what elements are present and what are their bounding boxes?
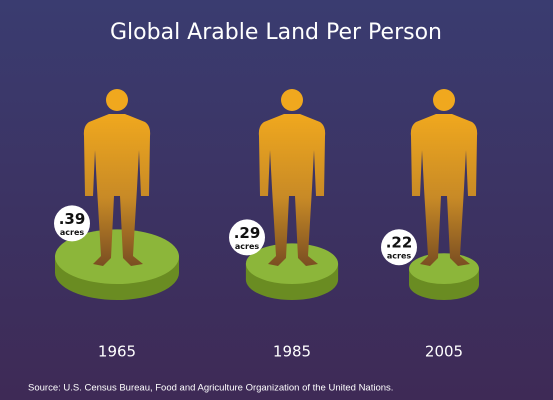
unit-label: acres [235, 242, 260, 251]
value-label: .29 [234, 224, 261, 242]
value-badge [54, 205, 90, 242]
value-badge [381, 229, 417, 266]
category-label: 1965 [98, 343, 136, 361]
person-head [106, 89, 128, 111]
disc [54, 229, 180, 300]
unit-label: acres [60, 228, 85, 237]
disc-top [54, 229, 180, 284]
unit-label: acres [387, 252, 412, 261]
disc-top [245, 243, 339, 284]
disc [409, 253, 479, 300]
value-label: .22 [386, 234, 413, 252]
person-head [281, 89, 303, 111]
category-label: 2005 [425, 343, 463, 361]
person-body [83, 114, 151, 266]
category-label: 1985 [273, 343, 311, 361]
person-silhouette [410, 89, 478, 266]
person-silhouette [83, 89, 151, 266]
value-badge [229, 219, 265, 256]
value-label: .39 [59, 210, 86, 228]
disc [245, 243, 339, 300]
person-body [258, 114, 326, 266]
source-note: Source: U.S. Census Bureau, Food and Agr… [28, 383, 393, 394]
chart-title: Global Arable Land Per Person [110, 20, 442, 45]
person-head [433, 89, 455, 111]
person-body [410, 114, 478, 266]
person-silhouette [258, 89, 326, 266]
disc-top [409, 253, 479, 284]
